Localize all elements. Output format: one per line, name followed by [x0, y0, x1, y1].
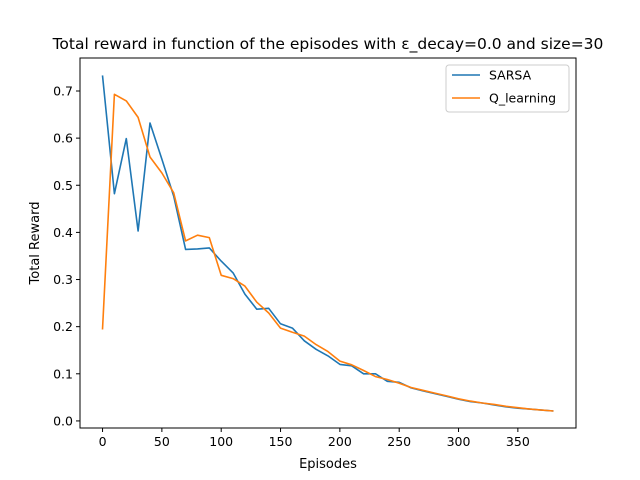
legend-label-q-learning: Q_learning [489, 91, 556, 106]
y-tick-label: 0.2 [53, 319, 73, 334]
x-axis-ticks: 0 50 100 150 200 250 300 350 [99, 428, 530, 449]
x-tick-label: 0 [99, 434, 107, 449]
y-tick-label: 0.6 [53, 131, 73, 146]
chart-title: Total reward in function of the episodes… [52, 35, 604, 54]
x-tick-label: 300 [447, 434, 471, 449]
y-tick-label: 0.1 [53, 366, 73, 381]
y-tick-label: 0.3 [53, 272, 73, 287]
y-axis-ticks: 0.0 0.1 0.2 0.3 0.4 0.5 0.6 0.7 [53, 83, 80, 428]
y-tick-label: 0.4 [53, 225, 73, 240]
x-axis-label: Episodes [299, 457, 357, 472]
legend: SARSA Q_learning [445, 64, 570, 113]
legend-label-sarsa: SARSA [489, 68, 532, 83]
y-axis-label: Total Reward [28, 202, 43, 286]
series-line-q-learning [101, 93, 554, 412]
x-tick-label: 100 [209, 434, 233, 449]
series-layer [101, 75, 554, 412]
y-tick-label: 0.0 [53, 413, 73, 428]
x-tick-label: 250 [387, 434, 411, 449]
x-tick-label: 350 [506, 434, 530, 449]
x-tick-label: 200 [328, 434, 352, 449]
x-tick-label: 150 [269, 434, 293, 449]
plot-frame [79, 57, 577, 429]
y-tick-label: 0.5 [53, 178, 73, 193]
x-tick-label: 50 [154, 434, 170, 449]
legend-box [445, 64, 570, 113]
y-tick-label: 0.7 [53, 83, 73, 98]
